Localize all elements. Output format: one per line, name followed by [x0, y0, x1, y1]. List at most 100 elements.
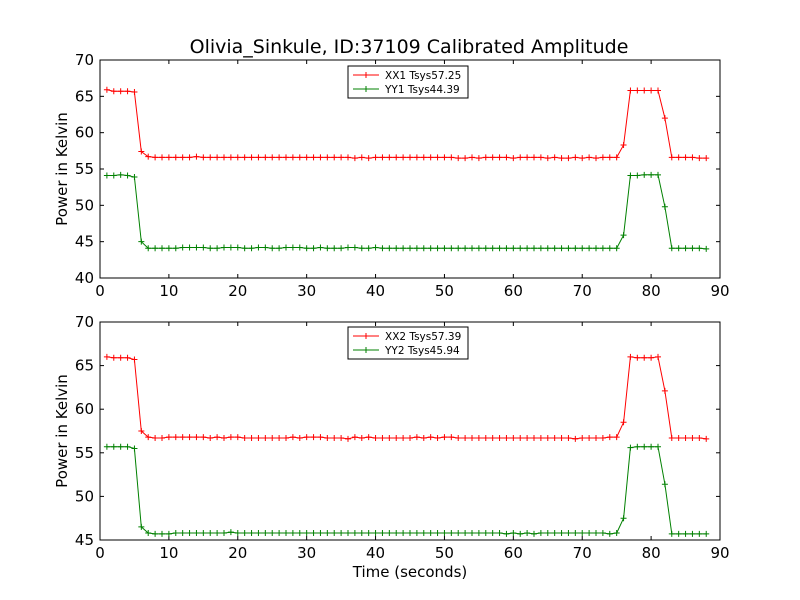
- data-point: [145, 434, 152, 441]
- data-point: [696, 155, 703, 162]
- data-point: [689, 245, 696, 252]
- data-point: [214, 530, 221, 537]
- data-point: [703, 435, 710, 442]
- data-point: [393, 434, 400, 441]
- data-point: [200, 244, 207, 251]
- data-point: [537, 245, 544, 252]
- data-point: [579, 434, 586, 441]
- data-point: [641, 443, 648, 450]
- data-point: [117, 171, 124, 178]
- data-point: [358, 530, 365, 537]
- data-point: [407, 154, 413, 161]
- x-tick-label: 0: [95, 282, 105, 300]
- y-tick-label: 45: [75, 233, 94, 251]
- data-point: [703, 245, 710, 252]
- data-point: [338, 434, 345, 441]
- legend-box: [347, 326, 469, 360]
- data-point: [565, 530, 572, 537]
- data-point: [565, 434, 572, 441]
- data-point: [544, 530, 551, 537]
- data-point: [283, 530, 289, 537]
- data-point: [193, 530, 200, 537]
- data-point: [427, 434, 434, 441]
- data-point: [441, 530, 448, 537]
- data-point: [289, 154, 296, 161]
- x-tick-label: 90: [710, 282, 729, 300]
- data-point: [138, 428, 145, 434]
- data-point: [296, 434, 303, 441]
- data-point: [200, 434, 207, 441]
- data-point: [324, 434, 331, 441]
- y-tick-label: 45: [75, 531, 94, 549]
- data-point: [613, 154, 620, 161]
- data-point: [551, 530, 558, 537]
- data-point: [482, 530, 489, 537]
- data-point: [634, 87, 641, 94]
- x-tick-label: 30: [297, 544, 316, 562]
- data-point: [159, 245, 165, 252]
- data-point: [641, 354, 648, 361]
- data-point: [586, 245, 593, 252]
- data-point: [351, 530, 358, 537]
- data-point: [227, 529, 234, 536]
- data-point: [269, 530, 276, 537]
- data-point: [276, 154, 283, 161]
- legend-marker: [363, 333, 369, 339]
- x-tick-label: 20: [228, 544, 247, 562]
- data-point: [200, 530, 207, 537]
- y-tick-label: 70: [75, 51, 94, 69]
- data-point: [689, 154, 696, 161]
- data-point: [606, 530, 613, 537]
- data-point: [420, 530, 427, 537]
- data-point: [455, 155, 462, 162]
- data-point: [317, 530, 324, 537]
- data-point: [579, 530, 586, 537]
- data-point: [310, 530, 317, 537]
- data-point: [248, 434, 255, 441]
- data-point: [593, 155, 599, 162]
- data-point: [152, 154, 159, 161]
- data-point: [613, 245, 620, 252]
- data-point: [214, 154, 221, 161]
- data-point: [524, 245, 531, 252]
- data-point: [462, 155, 469, 162]
- data-point: [372, 530, 379, 537]
- data-point: [606, 245, 613, 252]
- data-point: [462, 434, 469, 441]
- data-point: [634, 443, 641, 450]
- x-tick-label: 70: [573, 544, 592, 562]
- data-point: [303, 245, 310, 252]
- legend-entry: XX1 Tsys57.25: [385, 70, 461, 82]
- data-point: [269, 245, 276, 252]
- data-point: [517, 434, 524, 441]
- data-point: [655, 171, 661, 178]
- y-tick-label: 60: [75, 400, 94, 418]
- data-point: [703, 155, 710, 162]
- data-point: [510, 434, 517, 441]
- data-point: [448, 530, 455, 537]
- data-point: [393, 154, 400, 161]
- y-tick-label: 55: [75, 160, 94, 178]
- data-point: [331, 530, 338, 537]
- series-xx: [103, 353, 710, 442]
- data-point: [124, 443, 131, 450]
- data-point: [262, 244, 269, 251]
- data-point: [241, 530, 248, 537]
- data-point: [386, 154, 393, 161]
- data-point: [551, 154, 558, 161]
- data-point: [655, 87, 661, 94]
- data-point: [138, 523, 145, 530]
- y-tick-label: 65: [75, 87, 94, 105]
- x-tick-label: 80: [642, 282, 661, 300]
- data-point: [455, 530, 462, 537]
- data-point: [172, 530, 179, 537]
- data-point: [303, 434, 310, 441]
- data-point: [159, 434, 165, 441]
- data-point: [345, 244, 351, 251]
- data-point: [400, 245, 407, 252]
- data-point: [606, 434, 613, 441]
- data-point: [186, 434, 193, 441]
- data-point: [227, 154, 234, 161]
- data-point: [248, 154, 255, 161]
- data-point: [145, 245, 152, 252]
